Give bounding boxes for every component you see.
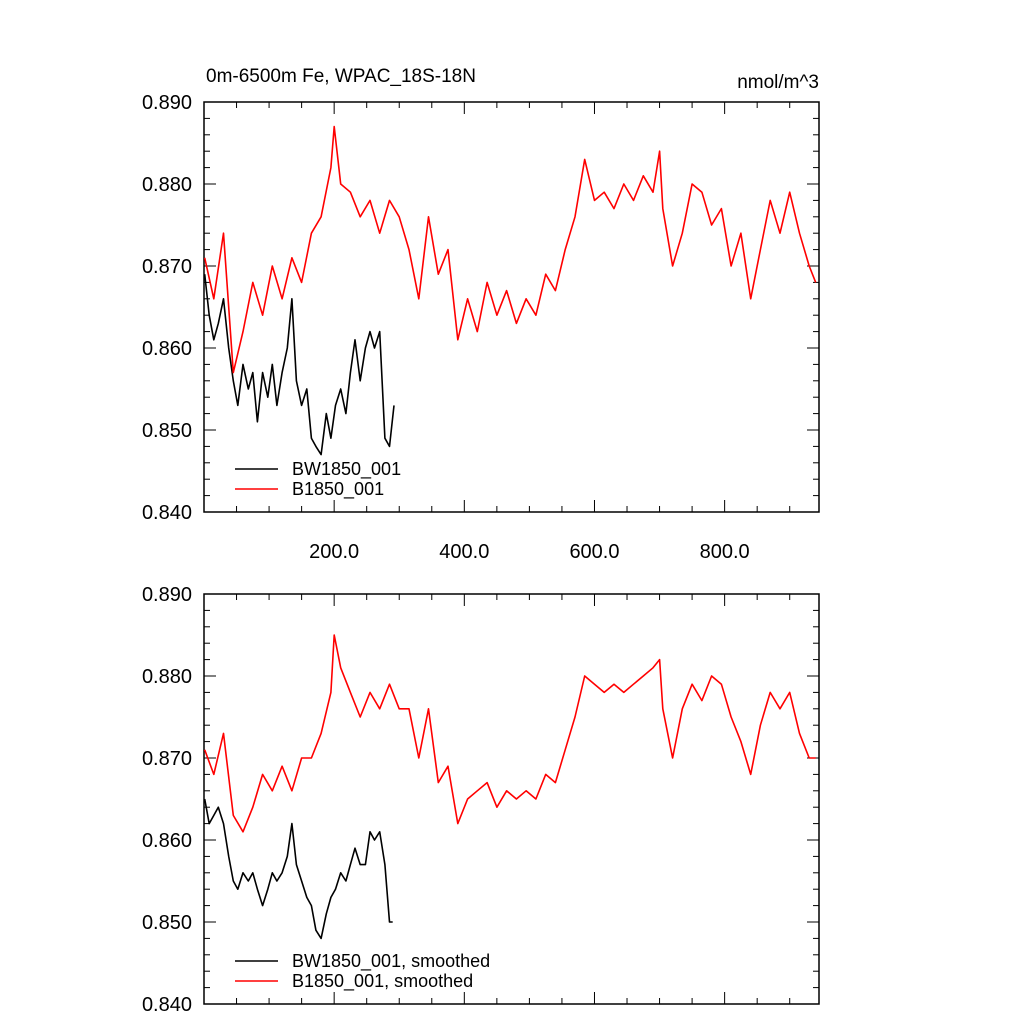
- series-line-1: [203, 634, 816, 833]
- y-tick-label: 0.870: [142, 256, 192, 278]
- units-label: nmol/m^3: [737, 72, 819, 93]
- y-tick-label: 0.840: [142, 994, 192, 1016]
- x-tick-label: 400.0: [439, 541, 489, 563]
- y-tick-label: 0.850: [142, 420, 192, 442]
- plot-frame: [203, 593, 820, 1005]
- series-line-0: [203, 274, 395, 456]
- legend-label: BW1850_001, smoothed: [292, 951, 490, 972]
- chart-title: 0m-6500m Fe, WPAC_18S-18N: [206, 66, 476, 87]
- y-tick-label: 0.870: [142, 748, 192, 770]
- axes: 0.840 0.850 0.860 0.870 0.880 0.890 200.0 400.0…: [142, 92, 819, 563]
- series-line-0: [203, 798, 393, 940]
- legend-label: BW1850_001: [292, 459, 401, 480]
- series-group: [203, 634, 816, 940]
- y-tick-label: 0.850: [142, 912, 192, 934]
- y-tick-label: 0.880: [142, 174, 192, 196]
- series-line-1: [203, 125, 817, 374]
- y-tick-label: 0.890: [142, 92, 192, 114]
- legend-label: B1850_001, smoothed: [292, 971, 473, 992]
- x-tick-label: 600.0: [569, 541, 619, 563]
- plot-frame: [203, 101, 820, 513]
- y-tick-label: 0.880: [142, 666, 192, 688]
- y-tick-label: 0.890: [142, 584, 192, 606]
- axes: 0.840 0.850 0.860 0.870 0.880 0.890: [142, 584, 819, 1016]
- y-tick-label: 0.840: [142, 502, 192, 524]
- y-tick-label: 0.860: [142, 830, 192, 852]
- series-group: [203, 125, 817, 456]
- y-tick-label: 0.860: [142, 338, 192, 360]
- bottom-panel: 0.840 0.850 0.860 0.870 0.880 0.890 BW1850_00…: [142, 584, 820, 1016]
- legend-label: B1850_001: [292, 479, 384, 500]
- x-tick-label: 800.0: [700, 541, 750, 563]
- x-tick-label: 200.0: [309, 541, 359, 563]
- top-panel: 0m-6500m Fe, WPAC_18S-18N nmol/m^3 0.840…: [142, 66, 820, 563]
